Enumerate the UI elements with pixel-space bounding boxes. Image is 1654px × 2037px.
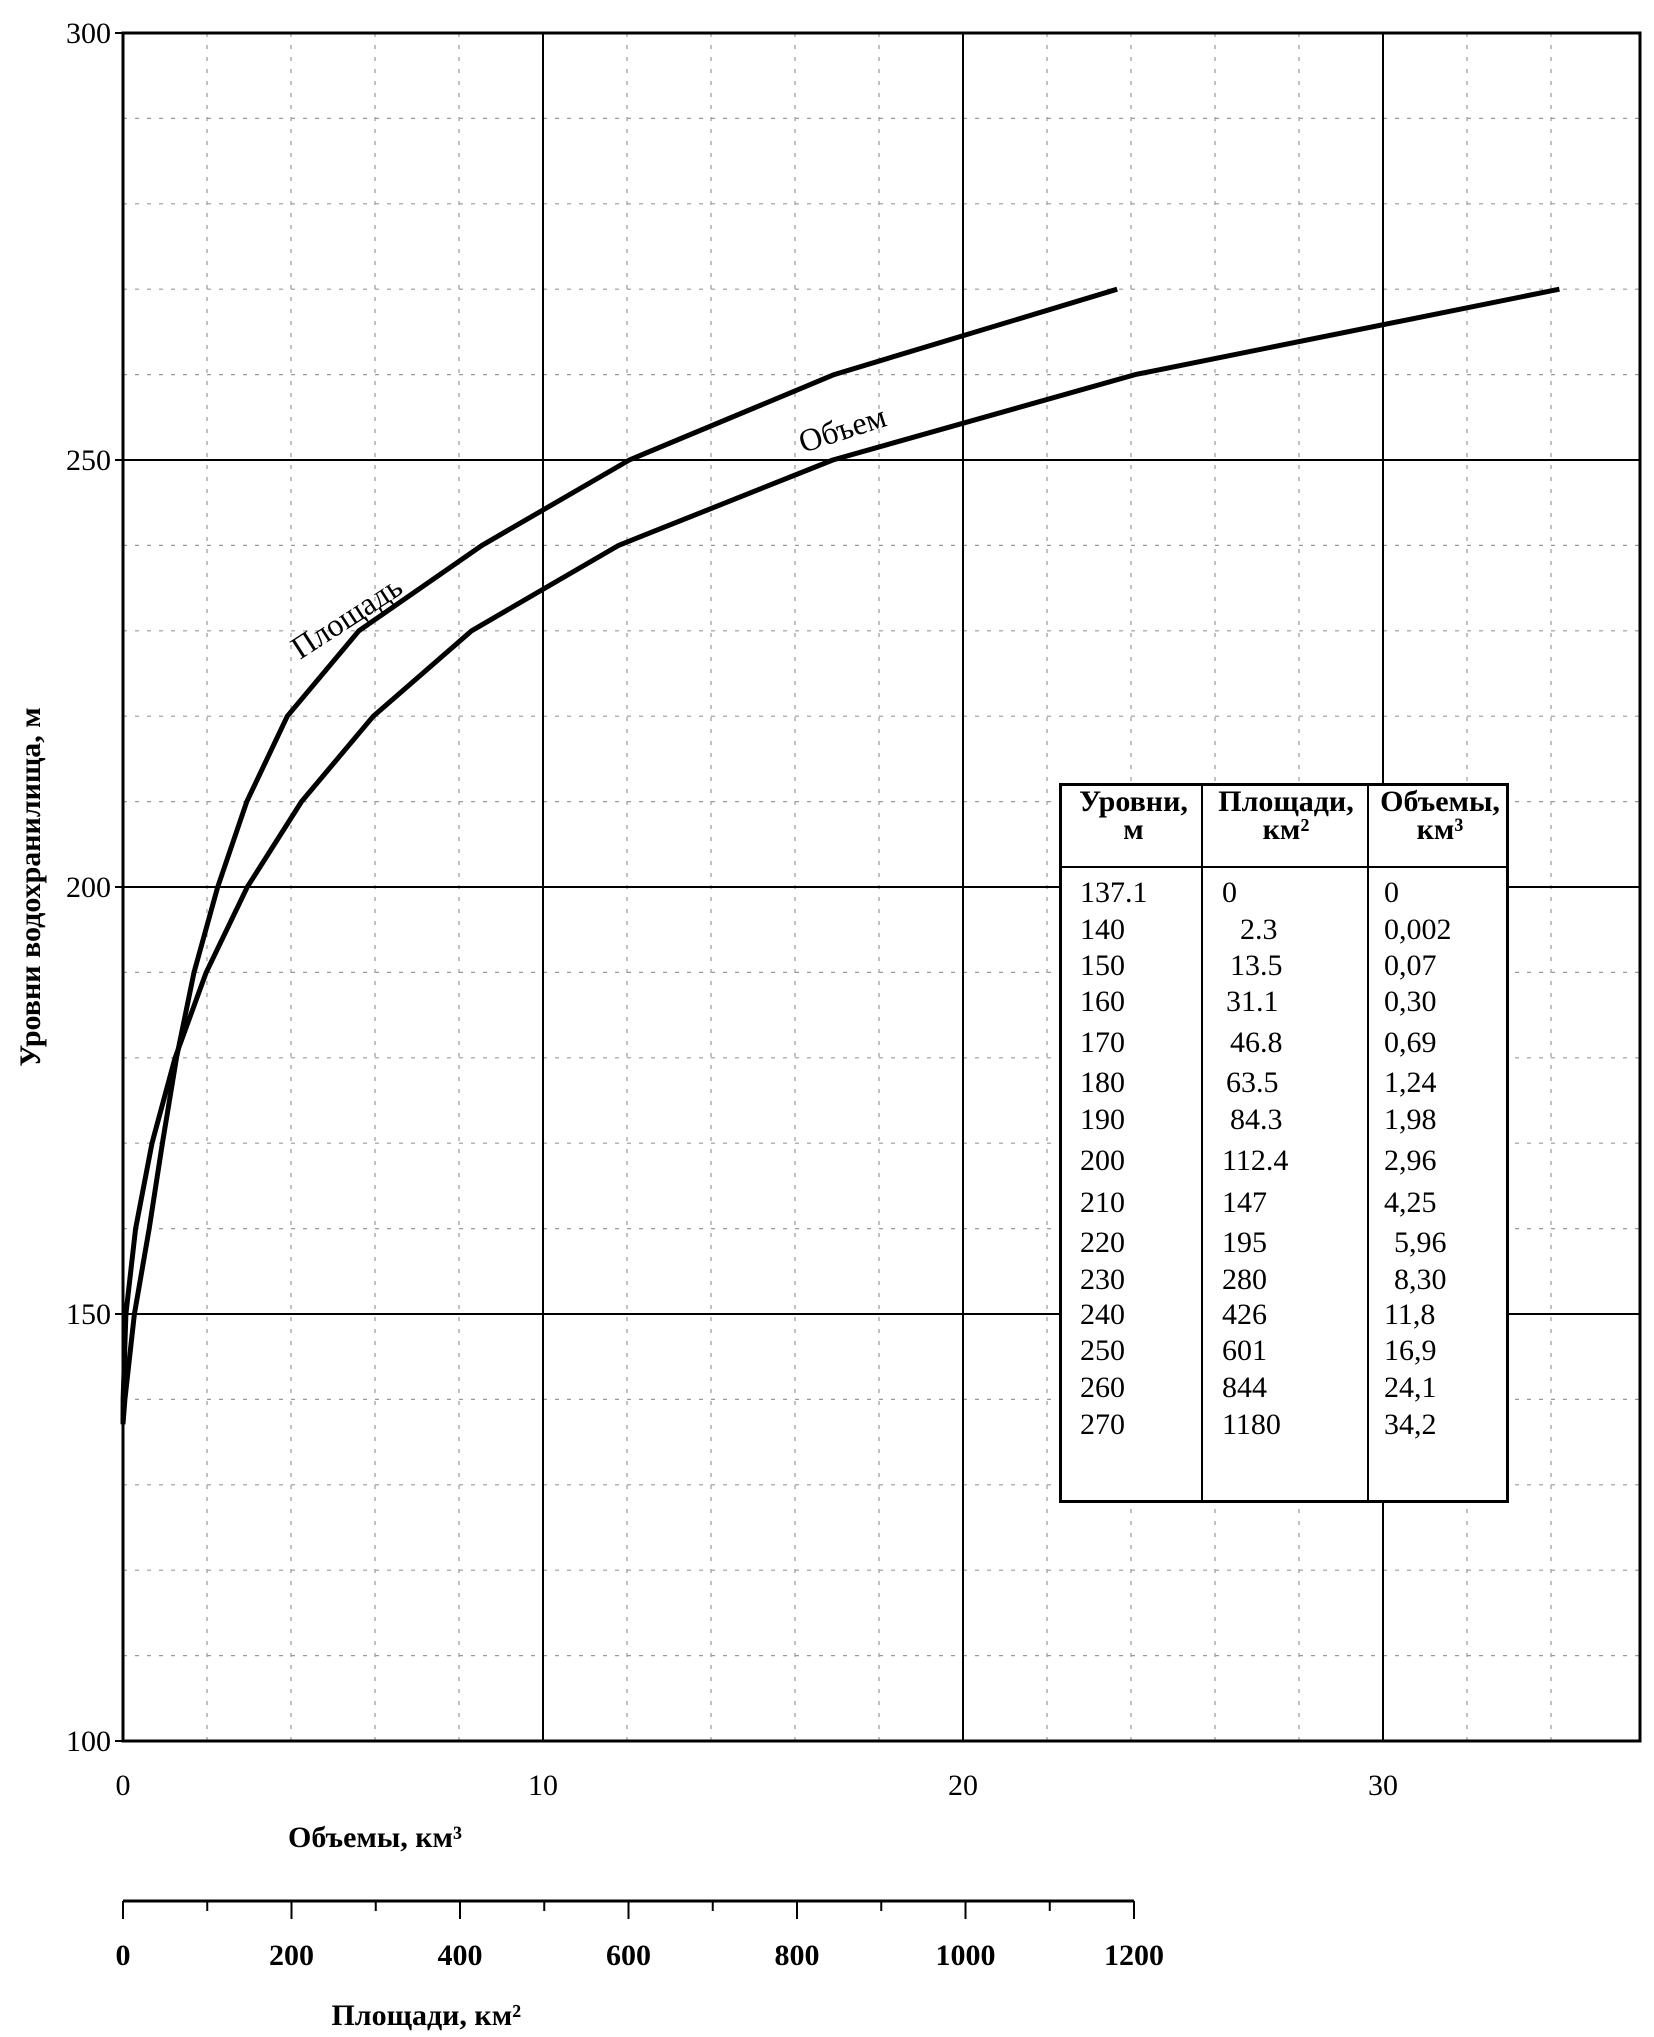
area-tick-label: 1000 xyxy=(936,1939,996,1972)
y-tick-label: 250 xyxy=(66,444,111,477)
table-cell-level: 260 xyxy=(1080,1371,1125,1404)
table-column-divider xyxy=(1201,786,1203,1500)
table-cell-volume: 34,2 xyxy=(1384,1408,1437,1441)
volume-tick-label: 20 xyxy=(948,1769,978,1802)
table-cell-volume: 0,69 xyxy=(1384,1026,1437,1059)
table-cell-volume: 4,25 xyxy=(1384,1186,1437,1219)
y-tick-label: 150 xyxy=(66,1298,111,1331)
table-cell-level: 270 xyxy=(1080,1408,1125,1441)
table-cell-area: 2.3 xyxy=(1240,913,1278,946)
table-header-volume: Объемы, км³ xyxy=(1380,785,1500,846)
volume-tick-label: 30 xyxy=(1368,1769,1398,1802)
y-tick-label: 300 xyxy=(66,17,111,50)
table-cell-level: 190 xyxy=(1080,1103,1125,1136)
y-tick-label: 200 xyxy=(66,871,111,904)
table-cell-level: 137.1 xyxy=(1080,876,1148,909)
table-cell-volume: 0,30 xyxy=(1384,985,1437,1018)
table-cell-volume: 11,8 xyxy=(1384,1298,1436,1331)
table-cell-area: 112.4 xyxy=(1222,1144,1289,1177)
table-cell-level: 170 xyxy=(1080,1026,1125,1059)
area-tick-label: 400 xyxy=(438,1939,483,1972)
table-cell-level: 180 xyxy=(1080,1066,1125,1099)
area-tick-label: 200 xyxy=(269,1939,314,1972)
table-cell-level: 240 xyxy=(1080,1298,1125,1331)
area-tick-label: 1200 xyxy=(1104,1939,1164,1972)
area-tick-label: 800 xyxy=(775,1939,820,1972)
table-cell-volume: 1,98 xyxy=(1384,1103,1437,1136)
table-cell-level: 140 xyxy=(1080,913,1125,946)
table-cell-level: 250 xyxy=(1080,1334,1125,1367)
area-tick-label: 600 xyxy=(606,1939,651,1972)
table-cell-area: 1180 xyxy=(1222,1408,1281,1441)
data-table: Уровни, м Площади, км² Объемы, км³ 137.1… xyxy=(1059,783,1509,1503)
table-cell-level: 150 xyxy=(1080,949,1125,982)
table-cell-volume: 0 xyxy=(1384,876,1399,909)
table-header-divider xyxy=(1062,866,1506,868)
table-cell-area: 844 xyxy=(1222,1371,1267,1404)
volume-curve xyxy=(120,286,1560,1425)
table-cell-area: 195 xyxy=(1222,1226,1267,1259)
area-curve-label: Площадь xyxy=(284,568,408,666)
volume-axis-label: Объемы, км³ xyxy=(288,1821,462,1854)
table-column-divider xyxy=(1367,786,1369,1500)
table-cell-area: 147 xyxy=(1222,1186,1267,1219)
table-cell-level: 230 xyxy=(1080,1263,1125,1296)
table-cell-volume: 2,96 xyxy=(1384,1144,1437,1177)
area-tick-label: 0 xyxy=(116,1939,131,1972)
table-cell-area: 31.1 xyxy=(1226,985,1279,1018)
table-cell-area: 63.5 xyxy=(1226,1066,1279,1099)
table-cell-area: 46.8 xyxy=(1230,1026,1283,1059)
area-axis-label: Площади, км² xyxy=(331,1999,521,2032)
table-header-area: Площади, км² xyxy=(1218,785,1354,846)
y-tick-label: 100 xyxy=(66,1725,111,1758)
table-cell-level: 160 xyxy=(1080,985,1125,1018)
table-cell-volume: 0,07 xyxy=(1384,949,1437,982)
table-cell-volume: 5,96 xyxy=(1394,1226,1447,1259)
table-cell-area: 426 xyxy=(1222,1298,1267,1331)
table-cell-volume: 8,30 xyxy=(1394,1263,1447,1296)
volume-tick-label: 10 xyxy=(528,1769,558,1802)
table-cell-volume: 1,24 xyxy=(1384,1066,1437,1099)
table-cell-area: 84.3 xyxy=(1230,1103,1283,1136)
table-header-level: Уровни, м xyxy=(1079,785,1188,846)
volume-tick-label: 0 xyxy=(116,1769,131,1802)
table-cell-area: 13.5 xyxy=(1230,949,1283,982)
table-cell-area: 0 xyxy=(1222,876,1237,909)
table-cell-volume: 0,002 xyxy=(1384,913,1452,946)
table-cell-volume: 16,9 xyxy=(1384,1334,1437,1367)
table-cell-level: 200 xyxy=(1080,1144,1125,1177)
y-axis-label: Уровни водохранилища, м xyxy=(14,707,47,1066)
table-cell-area: 280 xyxy=(1222,1263,1267,1296)
table-cell-level: 210 xyxy=(1080,1186,1125,1219)
table-cell-volume: 24,1 xyxy=(1384,1371,1437,1404)
area-curve xyxy=(120,286,1118,1425)
table-cell-level: 220 xyxy=(1080,1226,1125,1259)
table-cell-area: 601 xyxy=(1222,1334,1267,1367)
